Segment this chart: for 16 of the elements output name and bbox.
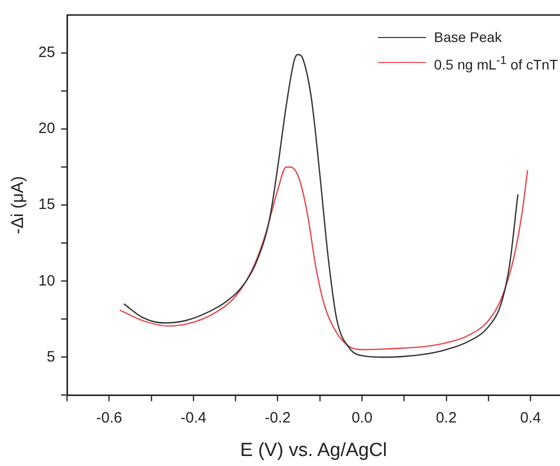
y-tick-label: 10 [38,272,56,290]
y-axis-title: -Δi (μA) [8,176,27,234]
y-tick-label: 25 [38,44,56,62]
x-axis-title: E (V) vs. Ag/AgCl [240,440,387,461]
x-tick-label: 0.2 [436,409,457,426]
line-series [119,166,528,350]
x-tick-label: -0.6 [96,409,122,426]
y-tick-label: 15 [38,196,56,214]
x-tick-label: -0.4 [180,409,206,426]
x-tick-label: 0.0 [352,409,372,426]
y-tick-label: 20 [38,120,56,138]
x-tick-label: -0.2 [264,409,291,426]
y-tick-label: 5 [46,348,56,366]
legend-label: Base Peak [434,28,502,47]
x-tick-label: 0.4 [520,409,541,426]
legend-label: 0.5 ng mL$^{-1}$ of cTnT [434,53,558,75]
